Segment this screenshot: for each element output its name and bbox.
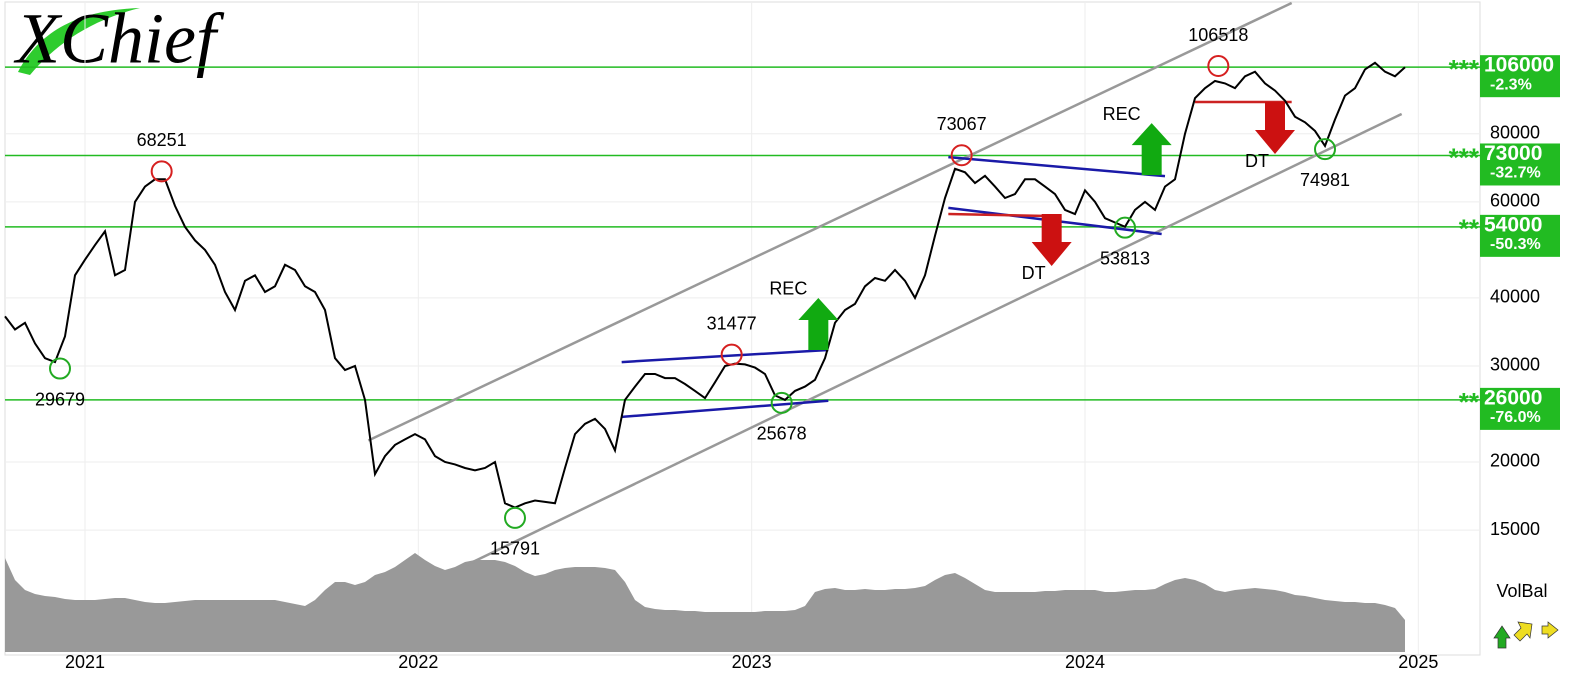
support-value: 26000 [1484, 386, 1542, 409]
pivot-marker [720, 343, 743, 366]
y-tick-label: 80000 [1490, 123, 1540, 143]
pivot-label: 106518 [1188, 25, 1248, 45]
pivot-label: 74981 [1300, 170, 1350, 190]
pivot-label: 73067 [937, 114, 987, 134]
pivot-marker [770, 391, 793, 414]
support-change: -50.3% [1490, 236, 1541, 253]
pivot-marker [504, 506, 526, 529]
x-tick-label: 2024 [1065, 652, 1105, 672]
trend-line [948, 212, 1056, 218]
volbal-icon-up [1493, 625, 1511, 649]
support-stars: ** [1459, 214, 1480, 244]
trend-line [621, 348, 829, 364]
signal-arrow [1131, 123, 1172, 176]
signal-label: DT [1245, 151, 1269, 171]
y-tick-label: 40000 [1490, 287, 1540, 307]
pivot-label: 15791 [490, 539, 540, 559]
pivot-marker [1114, 216, 1136, 239]
signal-label: REC [1103, 104, 1141, 124]
y-tick-label: 15000 [1490, 519, 1540, 539]
pivot-marker [1207, 55, 1230, 78]
support-stars: *** [1449, 142, 1480, 172]
support-box [1480, 143, 1560, 186]
volume-area [5, 553, 1405, 652]
signal-label: REC [769, 279, 807, 299]
support-value: 106000 [1484, 54, 1554, 77]
x-tick-label: 2021 [65, 652, 105, 672]
y-tick-label: 60000 [1490, 191, 1540, 211]
legend-label: VolBal [1496, 581, 1547, 601]
plot-frame [4, 1, 1481, 656]
pivot-marker [150, 160, 173, 183]
support-stars: *** [1449, 54, 1480, 84]
trend-line [948, 155, 1166, 178]
y-tick-label: 30000 [1490, 355, 1540, 375]
logo: XChief [13, 0, 225, 79]
pivot-label: 53813 [1100, 248, 1150, 268]
volbal-icon-diag [1513, 621, 1533, 642]
volbal-icon-right [1541, 621, 1559, 639]
x-tick-label: 2023 [732, 652, 772, 672]
pivot-marker [49, 357, 71, 380]
support-box [1480, 387, 1560, 430]
pivot-label: 25678 [757, 424, 807, 444]
signal-label: DT [1022, 263, 1046, 283]
support-box [1480, 214, 1560, 257]
pivot-label: 29679 [35, 389, 85, 409]
y-tick-label: 20000 [1490, 451, 1540, 471]
support-box [1480, 55, 1560, 98]
x-tick-label: 2025 [1398, 652, 1438, 672]
pivot-marker [1314, 138, 1336, 161]
pivot-label: 68251 [137, 130, 187, 150]
support-stars: ** [1459, 387, 1480, 417]
trend-line [464, 112, 1403, 567]
signal-arrow [798, 297, 839, 350]
x-tick-label: 2022 [398, 652, 438, 672]
trend-line [367, 1, 1293, 442]
support-change: -2.3% [1490, 76, 1532, 93]
support-change: -76.0% [1490, 409, 1541, 426]
signal-arrow [1031, 214, 1072, 267]
support-change: -32.7% [1490, 165, 1541, 182]
signal-arrow [1255, 102, 1295, 155]
pivot-marker [950, 144, 973, 167]
logo-swoosh [18, 8, 140, 75]
pivot-label: 31477 [707, 313, 757, 333]
trend-line [621, 399, 829, 419]
price-line [4, 61, 1406, 509]
support-value: 73000 [1484, 142, 1542, 165]
support-value: 54000 [1484, 213, 1542, 236]
